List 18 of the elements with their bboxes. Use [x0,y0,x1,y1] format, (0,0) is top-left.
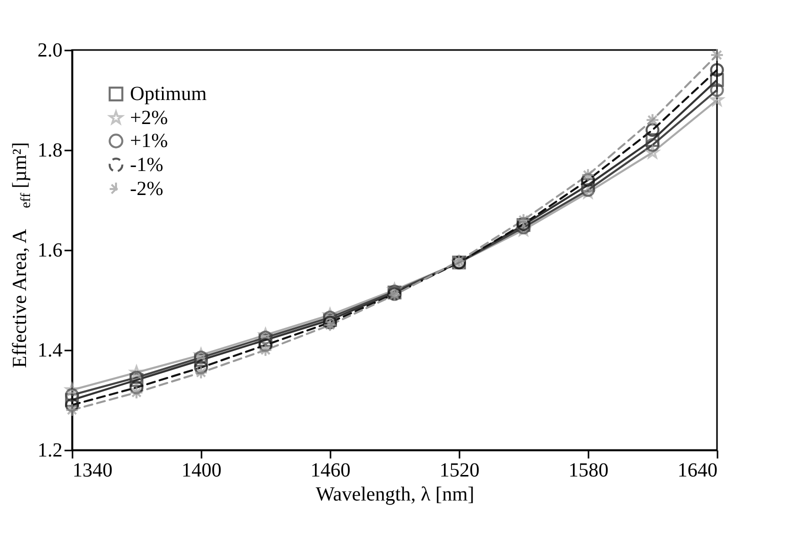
legend-label: Optimum [130,83,208,105]
y-tick-label: 1.8 [38,140,62,162]
y-axis-title: Effective Area, Aeff [µm²] [9,142,34,368]
legend-label: +2% [130,107,168,129]
x-tick-label: 1400 [182,460,222,482]
x-tick-label: 1640 [678,460,718,482]
x-tick-label: 1580 [568,460,608,482]
x-tick-label: 1340 [72,460,112,482]
legend-label: -2% [130,178,164,200]
y-tick-label: 2.0 [38,40,62,62]
y-tick-label: 1.6 [38,240,62,262]
y-tick-label: 1.2 [38,440,62,462]
x-axis-title: Wavelength, λ [nm] [316,484,474,506]
x-tick-label: 1520 [440,460,480,482]
legend-label: +1% [130,130,168,152]
y-tick-label: 1.4 [38,340,62,362]
legend-label: -1% [130,154,164,176]
x-tick-label: 1460 [310,460,350,482]
